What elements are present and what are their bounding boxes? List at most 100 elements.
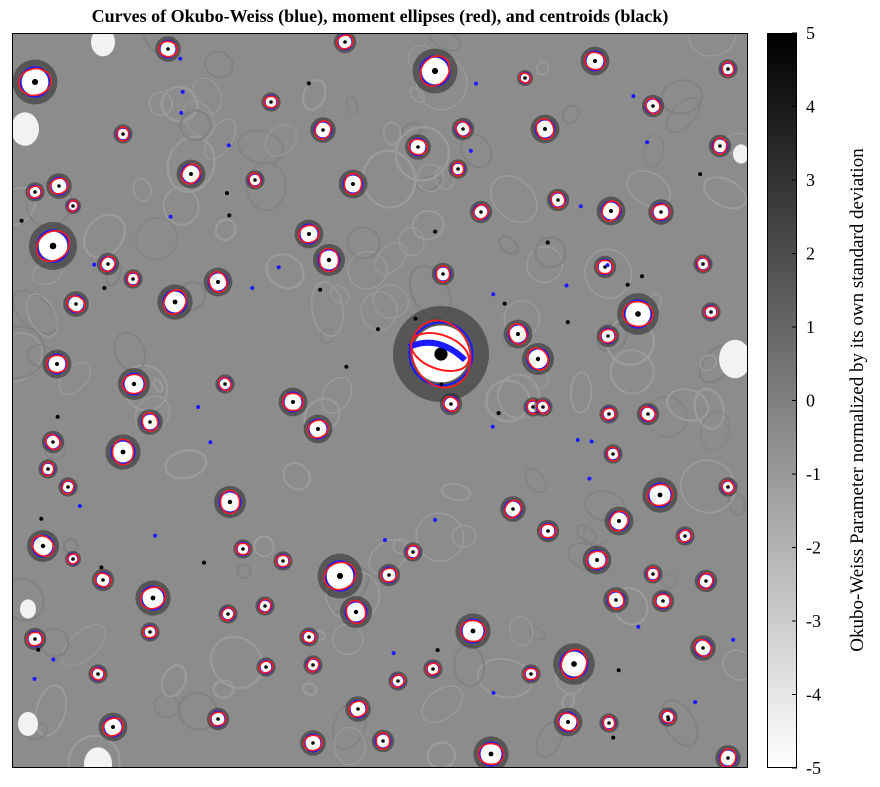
centroid [381,739,385,743]
moment-ellipse [235,542,251,556]
centroid [208,440,213,445]
eddy [245,170,265,190]
eddy [500,496,526,522]
eddy [317,553,363,599]
moment-ellipse [550,191,566,209]
moment-ellipse [163,289,187,315]
eddy [215,374,235,394]
centroid [376,327,380,332]
centroid [431,667,435,671]
eddy [371,729,395,753]
centroid [595,558,599,562]
moment-ellipse [27,185,43,199]
eddy [157,284,193,320]
centroid [657,492,663,498]
eddy [299,627,319,647]
centroid [351,182,355,186]
centroid [488,751,494,757]
moment-ellipse [345,599,367,625]
eddy-layer [13,34,741,767]
large-eddy [407,332,470,372]
centroid [33,637,37,641]
eddy [718,477,738,497]
moment-ellipse [651,203,671,221]
okubo-weiss-curve [317,248,341,272]
centroid [496,411,501,416]
moment-ellipse [49,177,69,195]
eddy [599,404,619,424]
centroid [605,263,610,268]
centroid [291,400,295,404]
centroid [31,78,39,86]
moment-ellipse [263,95,279,109]
moment-ellipse [599,328,617,344]
centroid [264,665,268,669]
centroid [102,286,107,290]
centroid [148,420,152,424]
centroid [51,657,56,662]
eddy [469,200,493,224]
centroid [227,213,232,218]
moment-ellipse [698,572,714,590]
centroid [226,612,230,616]
centroid [726,485,730,489]
centroid [216,280,220,284]
moment-ellipse [209,711,227,727]
eddy [658,707,678,727]
moment-ellipse [560,648,588,680]
centroid [55,362,59,366]
centroid [516,332,520,336]
centroid [645,140,650,145]
moment-ellipse [585,550,609,570]
eddy [176,159,206,189]
centroid [326,257,332,263]
moment-ellipse [301,630,317,644]
eddy [261,92,281,112]
okubo-weiss-curve [559,649,589,679]
centroid [726,756,730,760]
eddy [96,252,120,276]
centroid [99,565,104,570]
okubo-weiss-curve [282,391,304,413]
eddy [233,539,253,559]
moment-ellipse [677,529,693,543]
centroid [321,128,325,132]
moment-ellipse [116,126,130,142]
moment-ellipse [646,566,660,582]
centroid [74,302,78,306]
moment-ellipse [375,732,391,750]
eddy [718,59,738,79]
moment-ellipse [139,586,167,610]
moment-ellipse [601,407,617,421]
moment-ellipse [459,619,487,643]
centroid [250,286,255,290]
eddy [651,589,675,613]
eddy [636,402,660,426]
eddy [118,368,150,400]
moment-ellipse [66,553,80,565]
okubo-weiss-curve [344,600,368,624]
moment-ellipse [219,489,241,515]
moment-ellipse [539,523,557,539]
centroid [456,167,460,171]
moment-ellipse [307,419,329,439]
eddy [553,707,583,737]
okubo-weiss-curve [460,618,486,644]
eddy [46,173,72,199]
eddy [65,551,81,567]
eddy [643,564,663,584]
eddy [593,255,617,279]
moment-ellipse [435,265,451,283]
moment-ellipse [380,567,398,583]
centroid [431,67,439,75]
okubo-weiss-curve [647,482,673,508]
colorbar-tick-label: 0 [806,391,815,411]
centroid [416,145,420,149]
centroid [307,232,311,236]
eddy [455,613,491,649]
centroid [71,204,75,208]
centroid [461,127,465,131]
centroid [439,382,444,387]
moment-ellipse [158,40,178,58]
okubo-weiss-curve [623,299,653,329]
